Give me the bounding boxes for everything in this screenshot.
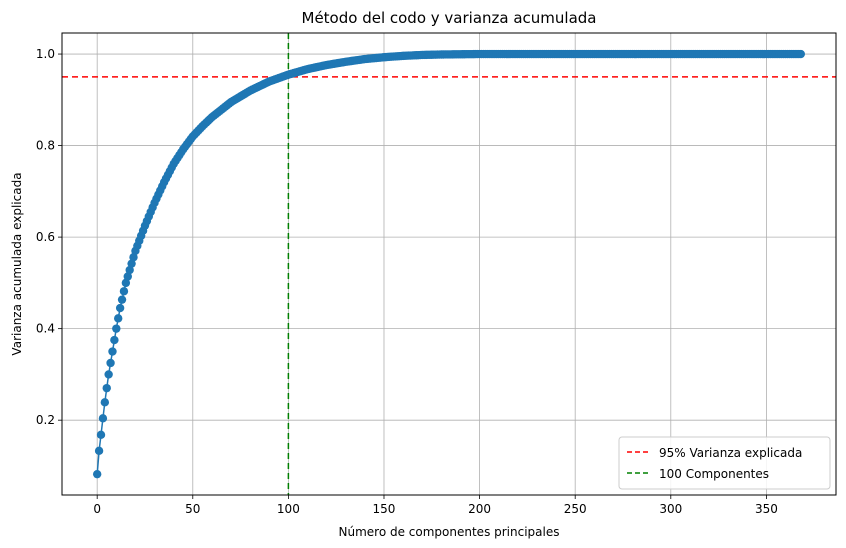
plot-frame	[61, 32, 837, 496]
y-tick-label: 0.8	[36, 139, 55, 153]
y-tick-label: 0.6	[36, 230, 55, 244]
x-tick-label: 100	[277, 502, 300, 516]
data-point	[129, 253, 138, 262]
data-point	[123, 272, 132, 281]
y-tick-label: 0.2	[36, 413, 55, 427]
x-tick-label: 200	[468, 502, 491, 516]
x-tick-label: 300	[659, 502, 682, 516]
data-point	[112, 324, 121, 333]
chart-title: Método del codo y varianza acumulada	[302, 9, 597, 27]
x-tick-label: 50	[185, 502, 200, 516]
x-tick-label: 150	[373, 502, 396, 516]
data-point	[108, 347, 117, 356]
data-point	[127, 259, 136, 268]
data-point	[796, 49, 806, 59]
data-point	[121, 278, 131, 288]
data-point	[98, 414, 108, 423]
x-tick-label: 250	[564, 502, 587, 516]
legend-box	[618, 436, 831, 490]
data-point	[106, 358, 115, 368]
y-tick-label: 0.4	[36, 322, 55, 336]
x-tick-label: 0	[93, 502, 101, 516]
legend-label-95-percent: 95% Varianza explicada	[659, 446, 802, 460]
legend: 95% Varianza explicada 100 Componentes	[618, 436, 831, 490]
x-tick-label: 350	[755, 502, 778, 516]
data-point	[94, 446, 104, 456]
data-point	[117, 295, 127, 304]
data-point	[119, 287, 129, 296]
axis-ticks: 0 50 100 150 200 250 300 350 0.2 0.4 0.6 0.8 1.0	[36, 47, 778, 516]
y-tick-label: 1.0	[36, 47, 55, 61]
data-point	[125, 265, 134, 275]
y-axis-title: Varianza acumulada explicada	[10, 172, 24, 355]
data-point	[104, 370, 113, 379]
data-point	[102, 383, 111, 393]
data-series	[92, 49, 806, 479]
data-point	[114, 314, 123, 323]
data-point	[96, 430, 106, 440]
data-point	[92, 469, 102, 479]
data-point	[115, 303, 125, 313]
x-axis-title: Número de componentes principales	[339, 525, 560, 539]
legend-label-100-components: 100 Componentes	[659, 467, 769, 481]
reference-lines	[62, 33, 836, 495]
data-point	[100, 398, 110, 407]
data-point	[110, 335, 119, 345]
